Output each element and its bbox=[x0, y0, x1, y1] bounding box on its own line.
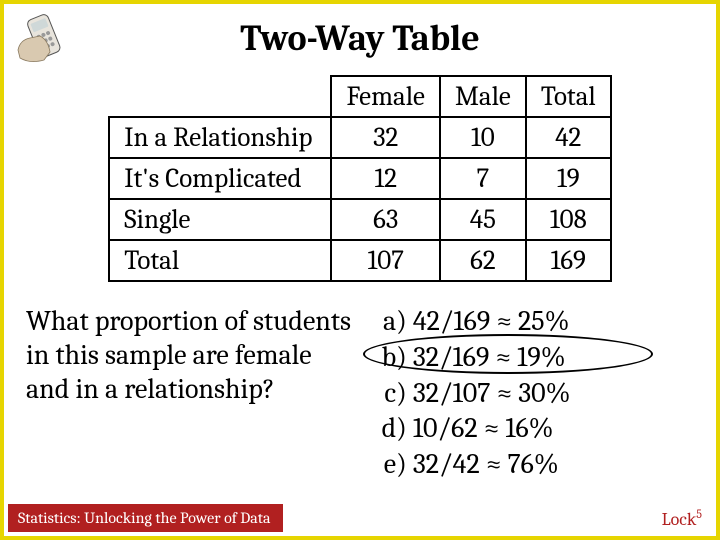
table-cell: 12 bbox=[331, 158, 439, 199]
col-header: Male bbox=[440, 76, 526, 117]
table-cell: 7 bbox=[440, 158, 526, 199]
col-header: Female bbox=[331, 76, 439, 117]
answer-letter: a) bbox=[375, 304, 413, 340]
row-label: Single bbox=[109, 199, 331, 240]
slide: Two-Way Table Female Male Total In a Rel… bbox=[0, 0, 720, 540]
answer-option: c) 32/107 ≈ 30% bbox=[375, 376, 688, 412]
row-label: It's Complicated bbox=[109, 158, 331, 199]
table-cell: 42 bbox=[526, 117, 611, 158]
answer-option: b) 32/169 ≈ 19% bbox=[375, 340, 688, 376]
table-header-row: Female Male Total bbox=[109, 76, 610, 117]
table-corner-cell bbox=[109, 76, 331, 117]
answer-text: 32/42 ≈ 76% bbox=[413, 447, 559, 483]
answer-text: 32/107 ≈ 30% bbox=[413, 376, 571, 412]
question-text: What proportion of students in this samp… bbox=[26, 304, 355, 483]
table-cell: 108 bbox=[526, 199, 611, 240]
two-way-table: Female Male Total In a Relationship 32 1… bbox=[108, 75, 611, 282]
answer-text: 42/169 ≈ 25% bbox=[413, 304, 570, 340]
answer-option: d) 10/62 ≈ 16% bbox=[375, 411, 688, 447]
table-cell: 45 bbox=[440, 199, 526, 240]
table-cell: 10 bbox=[440, 117, 526, 158]
answer-letter: c) bbox=[375, 376, 413, 412]
two-way-table-container: Female Male Total In a Relationship 32 1… bbox=[4, 75, 716, 282]
table-cell: 63 bbox=[331, 199, 439, 240]
answer-letter: d) bbox=[375, 411, 413, 447]
question-answer-row: What proportion of students in this samp… bbox=[4, 304, 716, 483]
table-row: Total 107 62 169 bbox=[109, 240, 610, 281]
table-cell: 169 bbox=[526, 240, 611, 281]
table-row: In a Relationship 32 10 42 bbox=[109, 117, 610, 158]
footer-left-bar: Statistics: Unlocking the Power of Data bbox=[8, 504, 283, 532]
table-cell: 19 bbox=[526, 158, 611, 199]
answer-text: 32/169 ≈ 19% bbox=[413, 340, 566, 376]
table-cell: 32 bbox=[331, 117, 439, 158]
answer-letter: b) bbox=[375, 340, 413, 376]
table-row: Single 63 45 108 bbox=[109, 199, 610, 240]
footer-right-sup: 5 bbox=[696, 507, 702, 521]
clicker-remote-icon bbox=[10, 10, 78, 68]
row-label: In a Relationship bbox=[109, 117, 331, 158]
answer-list: a) 42/169 ≈ 25% b) 32/169 ≈ 19% c) 32/10… bbox=[375, 304, 688, 483]
slide-title: Two-Way Table bbox=[4, 4, 716, 67]
answer-text: 10/62 ≈ 16% bbox=[413, 411, 554, 447]
answer-option: a) 42/169 ≈ 25% bbox=[375, 304, 688, 340]
answer-letter: e) bbox=[375, 447, 413, 483]
table-cell: 62 bbox=[440, 240, 526, 281]
row-label: Total bbox=[109, 240, 331, 281]
table-cell: 107 bbox=[331, 240, 439, 281]
footer-right-base: Lock bbox=[662, 509, 697, 530]
footer-right-text: Lock5 bbox=[662, 507, 702, 530]
col-header: Total bbox=[526, 76, 611, 117]
answer-option: e) 32/42 ≈ 76% bbox=[375, 447, 688, 483]
table-row: It's Complicated 12 7 19 bbox=[109, 158, 610, 199]
